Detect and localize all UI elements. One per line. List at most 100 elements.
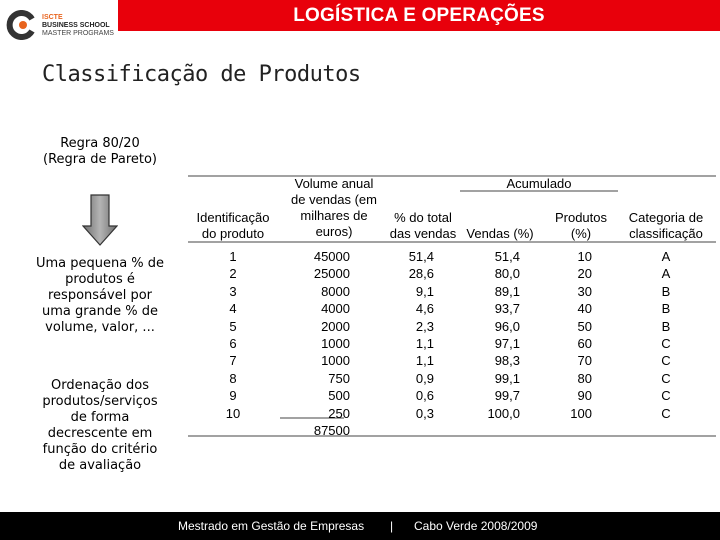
footer-location: Cabo Verde 2008/2009 (414, 519, 538, 533)
header-line: Volume anual (294, 176, 374, 191)
logo-line-3: MASTER PROGRAMS (42, 30, 114, 37)
header-pct-total: % do total das vendas (384, 210, 462, 242)
cell-products-pct: 70 (577, 353, 592, 369)
cell-pct-total: 51,4 (408, 249, 434, 264)
cell-category: B (661, 318, 671, 334)
ordering-line: Ordenação dos (51, 378, 149, 393)
cell-volume: 750 (328, 370, 350, 386)
cell-category: C (661, 335, 671, 351)
footer-band (0, 512, 720, 540)
small-share-line: Uma pequena % de (35, 256, 165, 271)
logo-line-1: ISCTE (42, 14, 63, 21)
cell-pct-total: 0,9 (415, 370, 434, 386)
header-identification: Identificação do produto (186, 210, 280, 242)
ordering-text: Ordenação dos produtos/serviços de forma… (20, 378, 180, 474)
cell-sales-pct: 93,7 (494, 301, 520, 317)
small-share-line: responsável por (48, 288, 152, 303)
cell-pct-total: 9,1 (415, 283, 434, 299)
cell-category: C (661, 388, 671, 404)
cell-products-pct: 90 (577, 388, 592, 404)
cell-sales-pct: 97,1 (494, 335, 520, 351)
pareto-rule-label: Regra 80/20 (Regra de Pareto) (20, 136, 180, 168)
header-line: milhares de (300, 208, 368, 223)
header-sales-pct: Vendas (%) (462, 226, 538, 242)
small-share-line: volume, valor, ... (45, 320, 155, 335)
header-products-pct: Produtos (%) (546, 210, 616, 242)
cell-id: 6 (229, 335, 237, 351)
header-volume: Volume anual de vendas (em milhares de e… (280, 176, 388, 240)
cell-volume: 1000 (321, 335, 350, 351)
cell-volume: 8000 (321, 283, 350, 299)
cell-id: 1 (229, 249, 237, 264)
cell-volume: 250 (328, 405, 350, 421)
cell-products-pct: 100 (570, 405, 592, 421)
cell-id: 8 (229, 370, 237, 386)
school-logo: ISCTE BUSINESS SCHOOL MASTER PROGRAMS (0, 0, 118, 58)
cell-pct-total: 0,6 (415, 388, 434, 404)
header-band (118, 0, 720, 31)
cell-volume: 25000 (313, 266, 350, 282)
cell-id: 9 (229, 388, 237, 404)
header-line: de vendas (em (291, 192, 377, 207)
ordering-line: função do critério (42, 442, 158, 457)
header-category: Categoria de classificação (620, 210, 712, 242)
cell-sales-pct: 98,3 (494, 353, 520, 369)
cell-category: B (661, 301, 671, 317)
logo-line-2: BUSINESS SCHOOL (42, 22, 110, 29)
small-share-line: uma grande % de (42, 304, 158, 319)
cell-category: A (661, 249, 671, 264)
column-pct-total: 51,4 28,6 9,1 4,6 2,3 1,1 1,1 0,9 0,6 0,… (394, 248, 434, 422)
rule-line-1: Regra 80/20 (60, 136, 140, 151)
header-line: do produto (201, 226, 265, 241)
header-line: das vendas (389, 226, 457, 241)
column-volume: 45000 25000 8000 4000 2000 1000 1000 750… (284, 248, 350, 439)
cell-id: 2 (229, 266, 237, 282)
column-category: A A B B B C C C C C (654, 248, 678, 422)
cell-pct-total: 2,3 (415, 318, 434, 334)
cell-pct-total: 28,6 (408, 266, 434, 282)
cell-pct-total: 1,1 (415, 335, 434, 351)
header-line: Categoria de (628, 210, 704, 225)
cell-sales-pct: 100,0 (487, 405, 520, 421)
cell-products-pct: 80 (577, 370, 592, 386)
cell-sales-pct: 89,1 (494, 283, 520, 299)
cell-volume-total: 87500 (313, 422, 350, 438)
cell-products-pct: 10 (577, 249, 592, 264)
header-line: Produtos (554, 210, 608, 225)
header-line: Identificação (196, 210, 270, 225)
cell-sales-pct: 99,7 (494, 388, 520, 404)
ordering-line: produtos/serviços (42, 394, 158, 409)
small-share-line: produtos é (65, 272, 135, 287)
ordering-line: decrescente em (47, 426, 153, 441)
cell-category: C (661, 405, 671, 421)
cell-id: 4 (229, 301, 237, 317)
header-line: euros) (315, 224, 353, 239)
cell-sales-pct: 51,4 (494, 249, 520, 264)
column-id: 1 2 3 4 5 6 7 8 9 10 (220, 248, 246, 422)
down-arrow-icon (82, 194, 118, 246)
cell-sales-pct: 99,1 (494, 370, 520, 386)
cell-id: 10 (225, 405, 241, 421)
page-title: Classificação de Produtos (42, 62, 361, 87)
rule-line-2: (Regra de Pareto) (43, 152, 157, 167)
accumulated-header: Acumulado (506, 176, 572, 191)
cell-id: 3 (229, 283, 237, 299)
cell-id: 5 (229, 318, 237, 334)
cell-volume: 2000 (321, 318, 350, 334)
footer-program: Mestrado em Gestão de Empresas (178, 519, 365, 533)
cell-sales-pct: 96,0 (494, 318, 520, 334)
cell-pct-total: 0,3 (415, 405, 434, 421)
footer: Mestrado em Gestão de Empresas | Cabo Ve… (0, 512, 720, 540)
small-share-text: Uma pequena % de produtos é responsável … (20, 256, 180, 336)
cell-products-pct: 30 (577, 283, 592, 299)
header-line: Vendas (%) (466, 226, 534, 241)
header-line: (%) (570, 226, 592, 241)
column-products-pct: 10 20 30 40 50 60 70 80 90 100 (562, 248, 592, 422)
column-sales-pct: 51,4 80,0 89,1 93,7 96,0 97,1 98,3 99,1 … (474, 248, 520, 422)
cell-volume: 45000 (313, 249, 350, 264)
cell-sales-pct: 80,0 (494, 266, 520, 282)
header-title: LOGÍSTICA E OPERAÇÕES (293, 5, 545, 26)
table-rules (188, 175, 716, 437)
ordering-line: de avaliação (58, 458, 142, 473)
pareto-table: Acumulado Identificação do produto Volum… (184, 170, 720, 440)
